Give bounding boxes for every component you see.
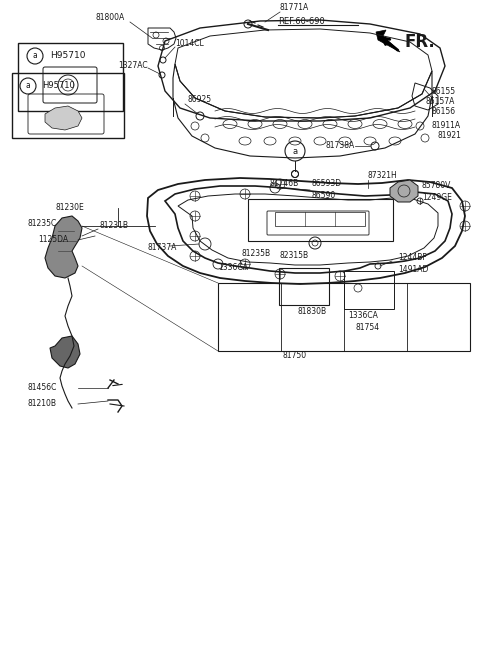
Polygon shape <box>45 216 82 278</box>
Text: 1244BF: 1244BF <box>398 253 427 262</box>
Text: 81230E: 81230E <box>55 203 84 213</box>
Text: 86925: 86925 <box>188 96 212 104</box>
Text: 81771A: 81771A <box>280 3 309 12</box>
Text: H95710: H95710 <box>42 81 75 91</box>
Text: 1491AD: 1491AD <box>398 266 428 274</box>
Text: a: a <box>33 52 37 60</box>
Text: a: a <box>292 146 298 155</box>
Text: FR.: FR. <box>405 33 436 51</box>
Text: 82315B: 82315B <box>280 251 309 260</box>
Text: 81210B: 81210B <box>28 400 57 409</box>
Text: 81456C: 81456C <box>28 384 58 392</box>
Text: 86590: 86590 <box>312 192 336 201</box>
Text: 81737A: 81737A <box>148 243 178 253</box>
Text: 81754: 81754 <box>355 323 379 333</box>
Text: 1327AC: 1327AC <box>118 62 148 70</box>
Text: 81800A: 81800A <box>95 14 124 22</box>
Text: 1125DA: 1125DA <box>38 236 68 245</box>
Text: REF.60-690: REF.60-690 <box>278 18 325 26</box>
Text: 81235C: 81235C <box>28 220 57 228</box>
Text: 1249GE: 1249GE <box>422 194 452 203</box>
Text: H95710: H95710 <box>50 52 85 60</box>
Text: 86593D: 86593D <box>312 180 342 188</box>
Polygon shape <box>50 336 80 368</box>
Text: 81231B: 81231B <box>100 222 129 230</box>
Polygon shape <box>45 106 82 130</box>
Text: a: a <box>25 81 30 91</box>
Text: 81830B: 81830B <box>298 306 327 316</box>
Text: 87321H: 87321H <box>368 171 398 180</box>
Text: 81911A: 81911A <box>432 121 461 131</box>
Text: 81746B: 81746B <box>270 180 299 188</box>
Text: 81921: 81921 <box>438 131 462 140</box>
Text: 1014CL: 1014CL <box>175 39 204 49</box>
Text: 81750: 81750 <box>283 352 307 361</box>
Text: 86157A: 86157A <box>425 96 455 106</box>
Text: 1336CA: 1336CA <box>348 312 378 321</box>
Text: 86155: 86155 <box>432 87 456 96</box>
Polygon shape <box>390 180 418 202</box>
Text: 86156: 86156 <box>432 106 456 115</box>
Text: 85780V: 85780V <box>422 182 451 190</box>
Text: 81235B: 81235B <box>242 249 271 258</box>
Text: 81738A: 81738A <box>326 142 355 150</box>
Polygon shape <box>376 30 400 52</box>
Text: 1336CA: 1336CA <box>218 264 248 272</box>
